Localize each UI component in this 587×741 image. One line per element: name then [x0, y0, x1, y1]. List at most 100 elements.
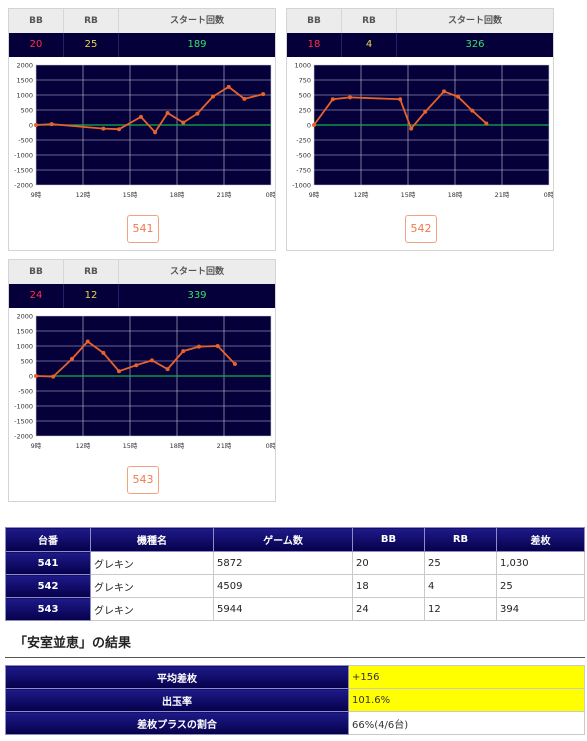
start-value: 339	[187, 290, 207, 301]
y-tick-label: 1500	[16, 328, 33, 336]
machine-number-badge[interactable]: 543	[127, 466, 159, 494]
x-tick-label: 12時	[76, 442, 91, 450]
rb-value: 12	[64, 284, 119, 308]
rb-header: RB	[64, 260, 119, 284]
bb-cell: 24	[352, 597, 425, 621]
result-section-title: 「安室並恵」の結果	[14, 636, 132, 651]
model-cell: グレキン	[90, 597, 214, 621]
y-tick-label: 500	[21, 358, 33, 366]
data-point	[181, 120, 186, 125]
rb-value: 25	[64, 33, 119, 57]
model-cell: グレキン	[90, 551, 214, 575]
y-tick-label: 500	[21, 107, 33, 115]
x-tick-label: 18時	[170, 442, 185, 450]
y-tick-label: 0	[29, 122, 33, 130]
x-tick-label: 15時	[123, 191, 138, 199]
stats-table: BB RB スタート回数 18 4 326	[287, 9, 553, 57]
data-point	[330, 97, 335, 102]
start-header: スタート回数	[169, 16, 224, 26]
x-tick-label: 0時	[544, 191, 553, 199]
result-row: 差枚プラスの割合 66%(4/6台)	[5, 711, 585, 735]
x-tick-label: 9時	[31, 442, 42, 450]
data-point	[195, 111, 200, 116]
result-value: +156	[348, 665, 585, 689]
model-cell: グレキン	[90, 574, 214, 598]
data-point	[70, 356, 75, 361]
start-value: 326	[465, 39, 485, 50]
x-tick-label: 12時	[76, 191, 91, 199]
start-header: スタート回数	[447, 16, 502, 26]
data-point	[49, 122, 54, 127]
col-machine-no: 台番	[5, 527, 91, 552]
data-point	[442, 89, 447, 94]
data-point	[312, 123, 316, 127]
x-tick-label: 9時	[309, 191, 320, 199]
result-label: 平均差枚	[5, 665, 349, 689]
data-point	[34, 123, 38, 127]
data-point	[153, 130, 158, 135]
machine-card-541: BB RB スタート回数 20 25 189 2000 1500 1000 500 0 -…	[8, 8, 276, 251]
col-diff: 差枚	[496, 527, 585, 552]
x-tick-label: 0時	[266, 442, 275, 450]
machine-number-badge[interactable]: 542	[405, 215, 437, 243]
data-point	[215, 344, 220, 348]
rb-header: RB	[64, 9, 119, 33]
data-point	[51, 374, 56, 379]
data-point	[34, 374, 38, 378]
series-line	[313, 90, 487, 131]
data-point	[101, 350, 106, 355]
data-point	[456, 94, 461, 99]
y-tick-label: -500	[18, 388, 33, 396]
result-value: 101.6%	[348, 688, 585, 712]
data-point	[232, 362, 237, 366]
machine-list-table: 台番 機種名 ゲーム数 BB RB 差枚 541 グレキン 5872 20 25…	[5, 527, 585, 621]
y-tick-label: -500	[296, 152, 311, 160]
data-point	[470, 108, 475, 113]
data-point	[181, 349, 186, 354]
y-tick-label: 1000	[16, 343, 33, 351]
y-tick-label: 2000	[16, 313, 33, 321]
games-cell: 4509	[213, 574, 353, 598]
data-point	[196, 344, 201, 349]
stats-table: BB RB スタート回数 20 25 189	[9, 9, 275, 57]
machine-card-542: BB RB スタート回数 18 4 326 1000 750 500 250 0 -250…	[286, 8, 554, 251]
data-point	[423, 109, 428, 114]
table-row: 542 グレキン 4509 18 4 25	[5, 574, 585, 598]
col-bb: BB	[352, 527, 425, 552]
data-point	[138, 114, 143, 119]
data-point	[165, 111, 170, 115]
data-point	[85, 339, 90, 344]
bb-value: 18	[287, 33, 342, 57]
bb-cell: 18	[352, 574, 425, 598]
stats-table: BB RB スタート回数 24 12 339	[9, 260, 275, 308]
data-point	[101, 126, 106, 131]
machine-number-badge[interactable]: 541	[127, 215, 159, 243]
result-label: 差枚プラスの割合	[5, 711, 349, 735]
bb-header: BB	[287, 9, 342, 33]
section-divider	[5, 657, 585, 658]
y-tick-label: 1000	[16, 92, 33, 100]
data-point	[261, 92, 266, 97]
x-tick-label: 12時	[354, 191, 369, 199]
rb-cell: 4	[424, 574, 497, 598]
x-tick-label: 15時	[123, 442, 138, 450]
y-tick-label: 750	[299, 77, 311, 85]
result-row: 平均差枚 +156	[5, 665, 585, 689]
diff-cell: 1,030	[496, 551, 585, 575]
x-tick-label: 0時	[266, 191, 275, 199]
y-tick-label: 0	[307, 122, 311, 130]
start-header: スタート回数	[169, 267, 224, 277]
table-row: 541 グレキン 5872 20 25 1,030	[5, 551, 585, 575]
games-cell: 5872	[213, 551, 353, 575]
result-row: 出玉率 101.6%	[5, 688, 585, 712]
y-tick-label: -1000	[14, 152, 33, 160]
y-tick-label: 2000	[16, 62, 33, 70]
y-tick-label: -500	[18, 137, 33, 145]
x-tick-label: 21時	[217, 191, 232, 199]
table-header-row: 台番 機種名 ゲーム数 BB RB 差枚	[5, 527, 585, 552]
y-tick-label: -1000	[292, 182, 311, 190]
machine-no-cell: 541	[5, 551, 91, 575]
y-tick-label: 250	[299, 107, 311, 115]
